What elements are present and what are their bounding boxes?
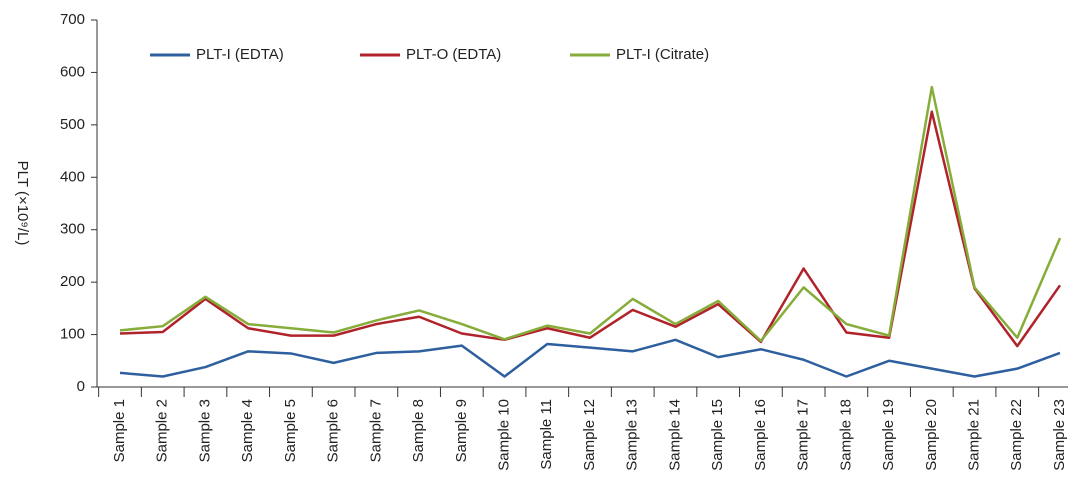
legend-label: PLT-O (EDTA)	[406, 46, 501, 63]
x-tick-label: Sample 14	[666, 399, 683, 471]
x-tick-label: Sample 4	[239, 399, 256, 462]
x-tick-label: Sample 16	[752, 399, 769, 471]
x-tick-label: Sample 22	[1008, 399, 1025, 471]
line-series	[119, 338, 1061, 378]
line-series	[119, 85, 1062, 343]
y-tick-label: 0	[77, 378, 85, 395]
y-tick-label: 500	[60, 116, 85, 133]
line-series	[119, 110, 1062, 348]
x-tick-label: Sample 3	[196, 399, 213, 462]
x-tick-label: Sample 15	[709, 399, 726, 471]
x-tick-label: Sample 17	[795, 399, 812, 471]
y-tick-label: 300	[60, 221, 85, 238]
x-tick-label: Sample 12	[581, 399, 598, 471]
y-tick-label: 600	[60, 63, 85, 80]
legend-label: PLT-I (EDTA)	[196, 46, 284, 63]
y-tick-label: 400	[60, 168, 85, 185]
x-tick-label: Sample 23	[1051, 399, 1068, 471]
y-tick-label: 200	[60, 273, 85, 290]
y-axis-label: PLT (×10⁹/L)	[14, 161, 31, 246]
x-tick-label: Sample 7	[367, 399, 384, 462]
x-tick-label: Sample 13	[624, 399, 641, 471]
x-tick-label: Sample 6	[325, 399, 342, 462]
x-tick-label: Sample 2	[154, 399, 171, 462]
y-tick-label: 700	[60, 11, 85, 28]
x-tick-label: Sample 19	[880, 399, 897, 471]
x-tick-label: Sample 8	[410, 399, 427, 462]
x-tick-label: Sample 18	[837, 399, 854, 471]
x-tick-label: Sample 10	[496, 399, 513, 471]
x-tick-label: Sample 21	[966, 399, 983, 471]
x-tick-label: Sample 20	[923, 399, 940, 471]
x-tick-label: Sample 1	[111, 399, 128, 462]
legend-label: PLT-I (Citrate)	[616, 46, 709, 63]
x-tick-label: Sample 11	[538, 399, 555, 470]
y-tick-label: 100	[60, 326, 85, 343]
x-tick-label: Sample 9	[453, 399, 470, 462]
x-tick-label: Sample 5	[282, 399, 299, 462]
